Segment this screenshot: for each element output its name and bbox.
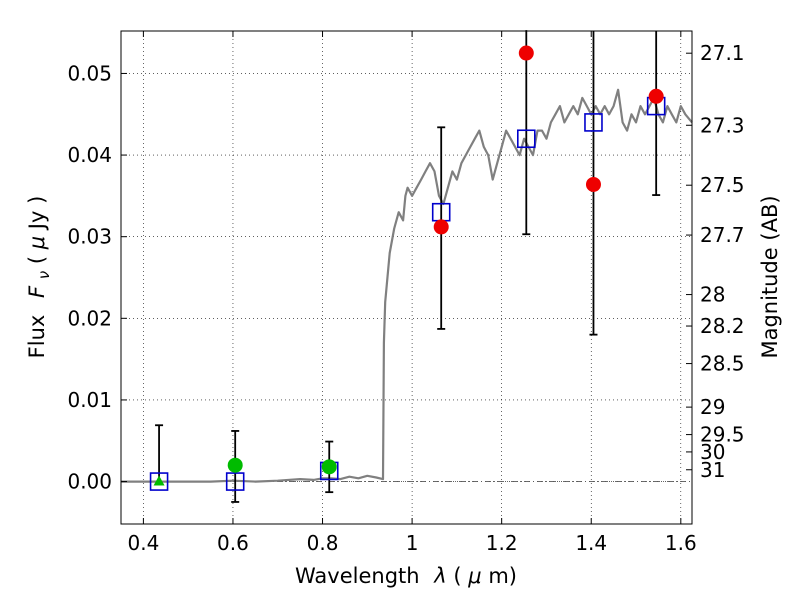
magnitude-tick-label: 27.1 [700,41,745,65]
magnitude-tick-label: 27.7 [700,223,745,247]
observed-flux-point [585,176,601,192]
upper-limit-triangle [153,475,165,486]
y-tick-label: 0.00 [67,470,112,494]
observed-flux-point [648,88,664,104]
observed-flux-point [227,457,243,473]
x-tick-label: 0.8 [307,531,339,555]
x-axis-label-symbol: λ [433,564,446,588]
magnitude-tick-label: 28 [700,283,725,307]
magnitude-tick-label: 29 [700,395,725,419]
plot-frame [120,30,693,525]
y-axis-label: Flux F ν ( μ Jy ) [25,196,54,359]
y-tick-label: 0.04 [67,143,112,167]
y-tick-label: 0.05 [67,61,112,85]
magnitude-tick-label: 28.5 [700,352,745,376]
x-tick-label: 1.2 [486,531,518,555]
y-axis-label-mu: μ [25,236,49,250]
model-photometry-square [225,472,245,491]
model-photometry-square [516,129,536,149]
x-tick-label: 0.4 [127,531,159,555]
x-axis-label-unit-close: m) [488,564,517,588]
model-photometry-square [584,113,603,132]
y-axis-label-text: Flux [25,315,49,359]
observed-flux-point [518,45,534,61]
y-tick-label: 0.02 [67,306,112,330]
magnitude-tick-label: 28.2 [700,314,745,338]
y-axis-label-symbol: F [25,285,49,298]
magnitude-tick-label: 29.5 [700,423,745,447]
x-axis-label-unit-open: ( [453,564,461,588]
magnitude-tick-label: 27.5 [700,173,745,197]
y-axis-ticks: 0.00 0.01 0.02 0.03 0.04 0.05 [67,61,127,494]
x-axis-label: Wavelength λ ( μ m) [295,564,517,588]
model-photometry-square [149,472,169,491]
magnitude-axis-label: Magnitude (AB) [758,195,782,358]
observed-flux-point [321,459,337,475]
y-tick-label: 0.01 [67,388,112,412]
magnitude-tick-label: 31 [700,458,725,482]
observed-flux-point [433,219,449,235]
y-tick-label: 0.03 [67,225,112,249]
grid-layer [121,31,692,524]
x-tick-label: 0.6 [217,531,249,555]
x-tick-label: 1 [406,531,419,555]
x-axis-label-text: Wavelength [295,564,420,588]
x-axis-label-mu: μ [467,564,481,588]
magnitude-tick-label: 30 [700,440,725,464]
magnitude-tick-label: 27.3 [700,113,745,137]
data-layer [121,30,693,503]
x-axis-ticks: 0.4 0.6 0.8 1 1.2 1.4 1.6 [127,31,697,555]
spectrum-line [121,88,693,483]
y-axis-label-unit-close: Jy ) [25,196,49,232]
y-axis-label-unit-open: ( [25,249,49,264]
x-tick-label: 1.4 [575,531,607,555]
x-tick-label: 1.6 [665,531,697,555]
y-axis-label-subscript: ν [35,271,53,279]
